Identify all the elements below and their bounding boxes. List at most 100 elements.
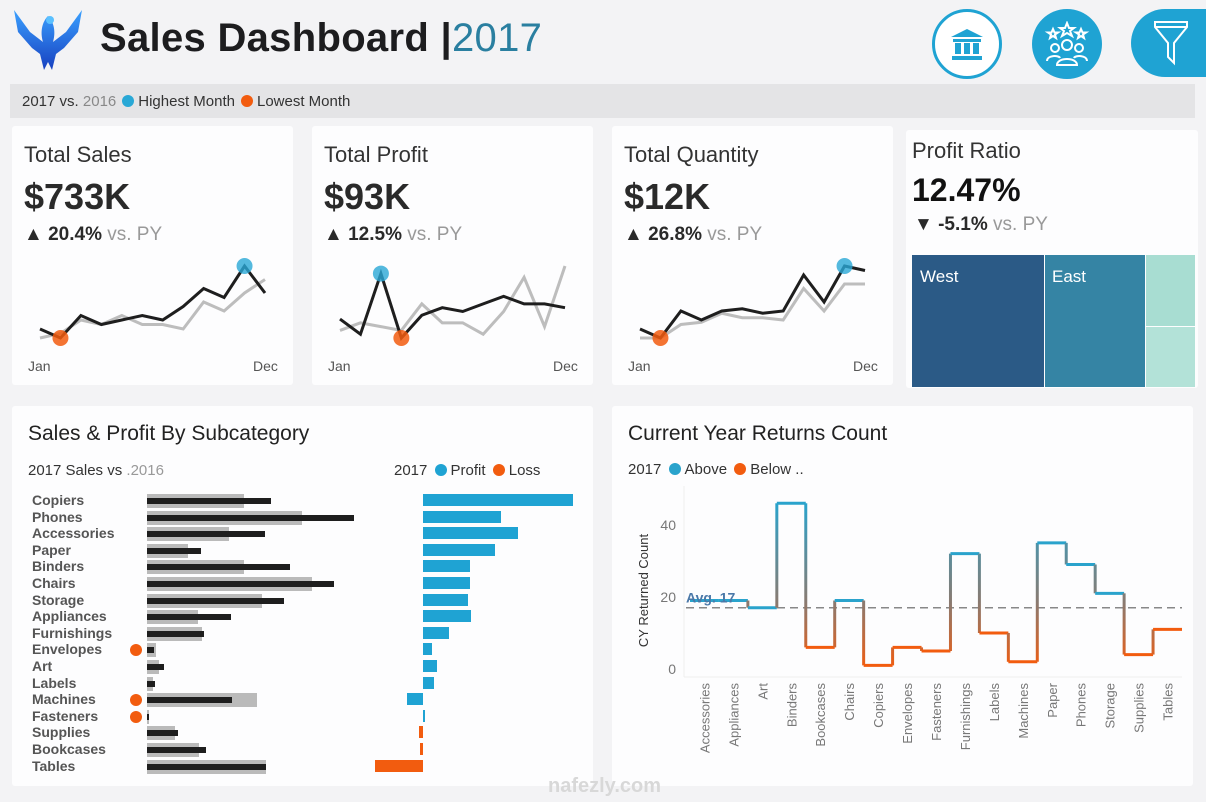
- loss-bar[interactable]: [420, 743, 423, 755]
- below-label: Below ..: [750, 461, 804, 478]
- profit-ratio-title: Profit Ratio: [912, 138, 1021, 163]
- profit-bar[interactable]: [423, 510, 501, 523]
- cy-sales-bar[interactable]: [147, 514, 354, 521]
- cy-sales-bar[interactable]: [147, 713, 149, 720]
- cy-sales-bar[interactable]: [147, 730, 178, 737]
- bank-icon: [951, 29, 983, 60]
- profit-bar[interactable]: [423, 610, 471, 623]
- cy-sales-bar[interactable]: [147, 697, 232, 704]
- profit-bar[interactable]: [423, 660, 437, 672]
- x-tick-label: Machines: [1016, 683, 1031, 739]
- legend-py: 2016: [82, 92, 117, 110]
- kpi-title: Total Profit: [324, 142, 428, 167]
- customers-icon: [1044, 21, 1090, 66]
- x-tick-label: Supplies: [1132, 683, 1147, 733]
- y-axis-title: CY Returned Count: [636, 534, 651, 648]
- profit-bar[interactable]: [406, 693, 423, 706]
- returns-legend-year: 2017: [628, 461, 662, 478]
- x-tick-label: Phones: [1074, 683, 1089, 728]
- returns-step-chart: 0 20 40 CY Returned Count Accessories Applian…: [636, 486, 1182, 753]
- profit-bar[interactable]: [423, 626, 449, 639]
- region-view-button[interactable]: [932, 9, 1002, 79]
- filter-button[interactable]: [1131, 9, 1206, 77]
- subcategory-label: Art: [32, 658, 53, 674]
- customers-view-button[interactable]: [1032, 9, 1102, 79]
- highest-month-marker: [236, 258, 253, 274]
- x-tick-label: Copiers: [871, 683, 886, 728]
- cy-sales-bar[interactable]: [147, 630, 204, 637]
- subcategory-label: Bookcases: [32, 741, 106, 757]
- subcategory-label: Supplies: [32, 724, 91, 741]
- profit-bar[interactable]: [423, 527, 518, 540]
- cy-sales-bar[interactable]: [147, 614, 231, 621]
- profit-sparkline: [339, 265, 567, 346]
- cy-line: [639, 264, 866, 340]
- subcategory-label: Binders: [32, 558, 85, 575]
- subcategory-label: Furnishings: [32, 624, 113, 641]
- treemap-region-3[interactable]: [1146, 255, 1195, 326]
- loss-bar[interactable]: [375, 759, 423, 772]
- highest-dot-icon: [122, 95, 135, 107]
- lowest-month-marker: [652, 330, 669, 346]
- cy-sales-bar[interactable]: [147, 664, 164, 670]
- kpi-delta: ▲ 12.5% vs. PY: [324, 224, 463, 245]
- cy-sales-bar[interactable]: [147, 498, 271, 504]
- profit-bar[interactable]: [423, 593, 468, 606]
- watermark: nafezly.com: [548, 775, 661, 797]
- py-line: [640, 282, 865, 340]
- sales-legend-cy: 2017 Sales vs: [28, 462, 123, 479]
- profit-ratio-card: Profit Ratio 12.47% ▼ -5.1% vs. PY West …: [906, 130, 1198, 388]
- cy-sales-bar[interactable]: [147, 547, 201, 554]
- profit-bar[interactable]: [423, 560, 470, 573]
- legend-lowest: Lowest Month: [256, 92, 351, 110]
- kpi-value: $12K: [624, 176, 711, 217]
- cy-sales-bar[interactable]: [147, 763, 266, 770]
- profit-legend-label: Profit: [450, 462, 486, 479]
- subcategory-label: Copiers: [32, 492, 85, 508]
- title-year: 2017: [451, 16, 543, 60]
- kpi-delta-vs: vs. PY: [707, 224, 763, 245]
- sales-legend-py: .2016: [126, 462, 164, 479]
- profit-legend-year: 2017: [394, 462, 428, 479]
- subcategory-label: Machines: [32, 691, 96, 708]
- x-tick-label: Labels: [987, 683, 1002, 722]
- x-tick-label: Paper: [1045, 682, 1060, 717]
- profit-bar[interactable]: [423, 709, 425, 722]
- cy-sales-bar[interactable]: [147, 597, 284, 604]
- profit-bar[interactable]: [423, 543, 495, 556]
- returns-title: Current Year Returns Count: [628, 422, 888, 445]
- profit-bar[interactable]: [423, 676, 434, 689]
- treemap-region-4[interactable]: [1146, 327, 1195, 387]
- lowest-dot-icon: [240, 95, 253, 107]
- subcategory-label: Storage: [32, 591, 85, 608]
- cy-sales-bar[interactable]: [147, 564, 290, 571]
- title-text: Sales Dashboard |: [100, 16, 452, 60]
- logo: [10, 2, 86, 74]
- axis-start: Jan: [328, 358, 351, 374]
- py-line: [339, 265, 567, 337]
- kpi-title: Total Sales: [24, 142, 132, 167]
- cy-sales-bar[interactable]: [147, 531, 265, 538]
- kpi-value: $93K: [324, 176, 411, 217]
- treemap-west[interactable]: West: [912, 255, 1044, 387]
- cy-sales-bar[interactable]: [147, 647, 154, 654]
- returns-legend: 2017 Above Below ..: [628, 461, 804, 478]
- highest-month-marker: [836, 258, 853, 274]
- kpi-delta-value: 26.8%: [648, 224, 702, 245]
- loss-dot-icon: [492, 464, 505, 476]
- treemap-label: West: [920, 267, 959, 286]
- profit-bar[interactable]: [423, 643, 432, 656]
- subcategory-card: Sales & Profit By Subcategory 2017 Sales…: [12, 406, 593, 786]
- subcategory-label: Phones: [32, 508, 83, 525]
- profit-bar[interactable]: [423, 577, 470, 589]
- profit-dot-icon: [434, 464, 447, 476]
- profit-bar[interactable]: [423, 494, 573, 506]
- cy-sales-bar[interactable]: [147, 747, 206, 753]
- cy-sales-bar[interactable]: [147, 680, 155, 687]
- treemap-east[interactable]: East: [1045, 255, 1145, 387]
- cy-sales-bar[interactable]: [147, 581, 334, 587]
- sales-legend: 2017 Sales vs .2016: [28, 462, 164, 479]
- kpi-card-profit: Total Profit $93K ▲ 12.5% vs. PY Jan Dec: [312, 126, 593, 385]
- above-label: Above: [684, 461, 728, 478]
- loss-bar[interactable]: [418, 726, 423, 739]
